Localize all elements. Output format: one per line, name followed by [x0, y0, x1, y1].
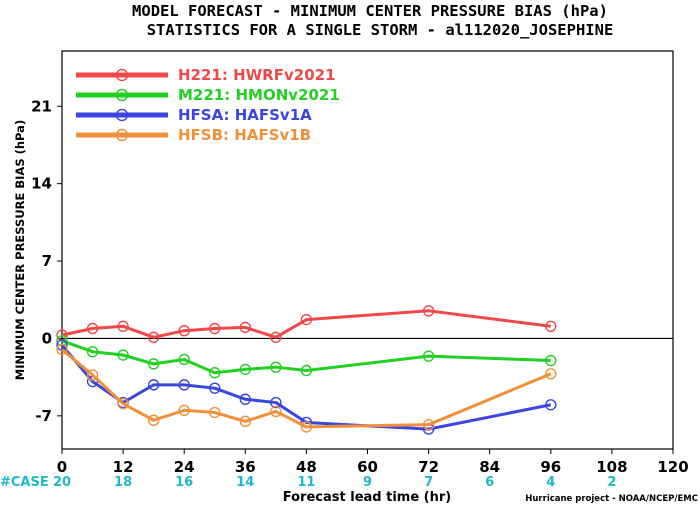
data-point [209, 367, 221, 379]
x-tick-label: 84 [479, 458, 500, 476]
legend-marker [115, 108, 129, 122]
data-point [178, 325, 190, 337]
data-point [270, 361, 282, 373]
y-tick-label: 7 [42, 252, 52, 270]
case-count: 18 [114, 475, 132, 490]
case-count: 20 [53, 475, 71, 490]
series-line [61, 348, 552, 429]
data-point [117, 349, 129, 361]
data-point [239, 321, 252, 334]
data-point [147, 414, 160, 426]
data-point [270, 396, 282, 409]
case-row: #CASE 20 18 16 14 11 9 7 6 4 2 [0, 475, 616, 490]
data-point [86, 346, 99, 358]
chart-title: MODEL FORECAST - MINIMUM CENTER PRESSURE… [132, 2, 608, 20]
legend-marker [115, 128, 129, 142]
case-count: 7 [424, 475, 433, 490]
data-point [117, 397, 129, 410]
legend-item: HFSA: HAFSv1A [76, 106, 312, 124]
x-tick-label: 12 [113, 458, 134, 476]
case-count: 4 [546, 475, 555, 490]
case-count: 16 [175, 475, 193, 490]
series-2 [56, 334, 557, 379]
data-point [239, 393, 252, 405]
series-layer [56, 305, 557, 435]
y-tick-label: 21 [31, 97, 52, 115]
series-1 [56, 305, 557, 344]
data-point [147, 358, 160, 370]
data-point [147, 331, 160, 344]
legend: H221: HWRFv2021 M221: HMONv2021 HFSA: HAFS… [76, 66, 340, 144]
data-point [147, 379, 160, 391]
case-label: #CASE [0, 475, 49, 490]
x-tick-label: 108 [596, 458, 627, 476]
data-point [86, 369, 99, 381]
data-point [300, 364, 313, 377]
data-point [422, 350, 435, 362]
case-count: 11 [297, 475, 315, 490]
x-tick-label: 60 [357, 458, 378, 476]
case-count: 14 [236, 475, 254, 490]
credit-text: Hurricane project - NOAA/NCEP/EMC [525, 494, 698, 504]
x-tick-label: 36 [235, 458, 256, 476]
data-point [545, 354, 557, 367]
data-point [545, 399, 557, 411]
legend-label: H221: HWRFv2021 [178, 66, 336, 84]
data-point [209, 406, 221, 419]
data-point [56, 343, 68, 356]
data-point [239, 415, 252, 428]
data-point [422, 418, 435, 431]
data-point [545, 320, 557, 332]
data-point [209, 382, 221, 394]
y-tick-label: 14 [31, 175, 52, 193]
data-point [422, 305, 435, 317]
legend-marker [115, 68, 129, 82]
data-point [270, 405, 282, 418]
axes: 0 12 24 36 48 60 72 84 96 108 120 -7 0 7 14 21 [31, 97, 689, 476]
data-point [300, 421, 313, 433]
series-line [61, 309, 551, 339]
x-tick-label: 24 [174, 458, 195, 476]
x-tick-label: 120 [657, 458, 688, 476]
x-tick-label: 72 [418, 458, 439, 476]
series-4 [56, 343, 557, 433]
x-tick-label: 96 [540, 458, 561, 476]
case-count: 6 [485, 475, 494, 490]
data-point [209, 322, 221, 335]
data-point [178, 353, 190, 366]
y-tick-label: -7 [35, 407, 52, 425]
x-axis-label: Forecast lead time (hr) [283, 490, 451, 505]
case-count: 9 [363, 475, 372, 490]
legend-item: HFSB: HAFSv1B [76, 126, 311, 144]
legend-label: HFSB: HAFSv1B [178, 126, 311, 144]
legend-item: H221: HWRFv2021 [76, 66, 336, 84]
x-tick-label: 0 [57, 458, 67, 476]
legend-marker [115, 88, 129, 102]
data-point [117, 320, 129, 332]
x-tick-label: 48 [296, 458, 317, 476]
legend-item: M221: HMONv2021 [76, 86, 340, 104]
data-point [270, 331, 282, 344]
data-point [178, 379, 190, 391]
data-point [300, 313, 313, 326]
y-tick-label: 0 [42, 329, 52, 347]
y-axis-label: MINIMUM CENTER PRESSURE BIAS (hPa) [13, 120, 27, 380]
data-point [239, 363, 252, 376]
legend-label: HFSA: HAFSv1A [178, 106, 312, 124]
series-line [61, 339, 551, 375]
case-count: 2 [607, 475, 616, 490]
legend-label: M221: HMONv2021 [178, 86, 340, 104]
data-point [86, 322, 99, 335]
data-point [178, 404, 190, 417]
chart-subtitle: STATISTICS FOR A SINGLE STORM - al112020… [147, 21, 614, 39]
data-point [545, 368, 557, 380]
